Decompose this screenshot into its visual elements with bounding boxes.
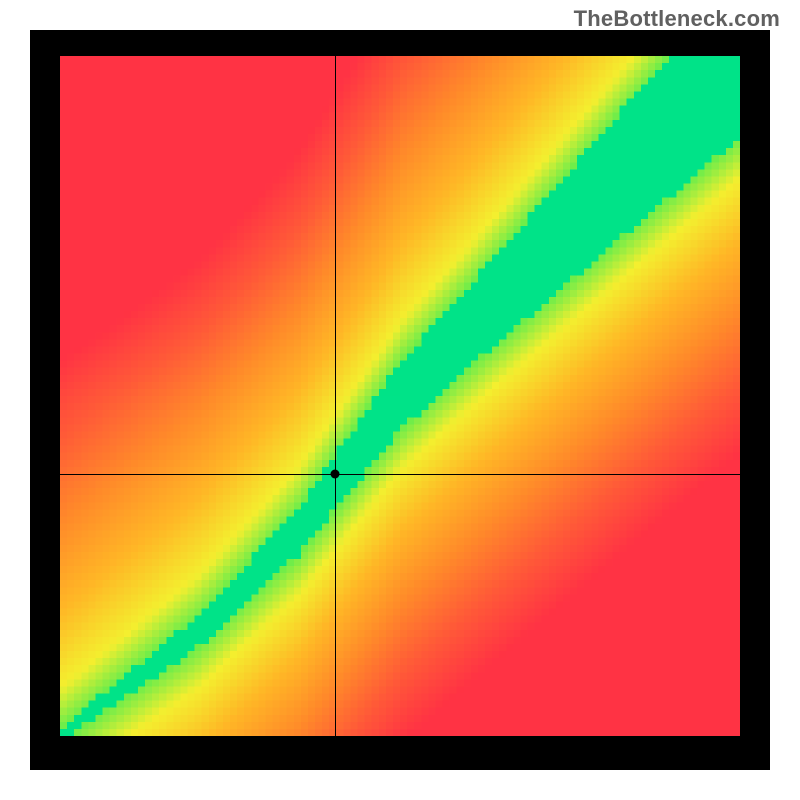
crosshair-vertical — [335, 56, 336, 736]
crosshair-horizontal — [60, 474, 740, 475]
watermark-text: TheBottleneck.com — [574, 6, 780, 32]
crosshair-marker-dot — [331, 470, 340, 479]
bottleneck-heatmap — [60, 56, 740, 736]
plot-outer-frame — [30, 30, 770, 770]
